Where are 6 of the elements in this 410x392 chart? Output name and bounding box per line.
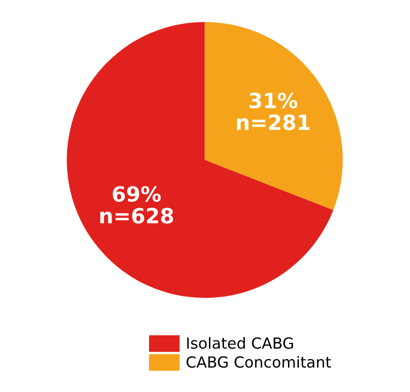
data-label: 69% n=628 [100, 186, 174, 224]
pie-slice [204, 22, 343, 210]
legend-label: Isolated CABG [187, 337, 293, 349]
legend-label: CABG Concomitant [186, 356, 331, 368]
pie-slice [66, 22, 334, 298]
data-label: 31% n=281 [236, 92, 310, 130]
